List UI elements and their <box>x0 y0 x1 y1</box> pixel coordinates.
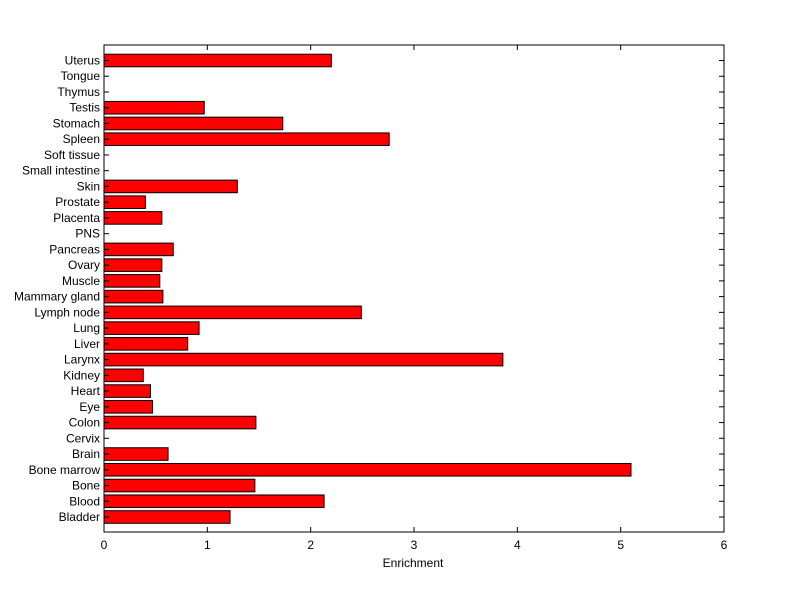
y-tick-label-tongue: Tongue <box>61 69 101 83</box>
bar-colon <box>103 415 257 430</box>
bar-bladder <box>103 510 231 524</box>
x-tick-label-0: 0 <box>101 538 108 552</box>
bar-pancreas <box>103 242 174 257</box>
bar-larynx <box>103 352 504 367</box>
bar-brain <box>103 447 169 461</box>
y-tick-label-prostate: Prostate <box>55 195 100 209</box>
x-tick-label-4: 4 <box>514 538 521 552</box>
y-tick-label-bone: Bone <box>72 479 100 493</box>
bar-ovary <box>103 258 163 272</box>
y-tick-label-bladder: Bladder <box>59 510 100 524</box>
y-tick-label-blood: Blood <box>69 494 100 508</box>
y-tick-label-larynx: Larynx <box>64 353 100 367</box>
bar-testis <box>103 100 205 115</box>
y-tick-label-mammary-gland: Mammary gland <box>14 290 100 304</box>
bar-blood <box>103 494 325 509</box>
x-tick-label-1: 1 <box>204 538 211 552</box>
bar-bone-marrow <box>103 462 632 477</box>
y-tick-label-muscle: Muscle <box>62 274 100 288</box>
bar-lung <box>103 321 200 335</box>
y-tick-label-kidney: Kidney <box>63 368 100 382</box>
bar-muscle <box>103 274 161 288</box>
y-tick-label-brain: Brain <box>72 447 100 461</box>
y-tick-label-heart: Heart <box>71 384 101 398</box>
bar-skin <box>103 179 238 194</box>
bar-mammary-gland <box>103 289 164 304</box>
y-tick-label-skin: Skin <box>77 179 100 193</box>
bar-heart <box>103 384 151 398</box>
y-tick-label-spleen: Spleen <box>63 132 100 146</box>
x-tick-label-5: 5 <box>617 538 624 552</box>
y-tick-label-ovary: Ovary <box>68 258 100 272</box>
bar-liver <box>103 337 189 351</box>
bar-lymph-node <box>103 305 362 320</box>
y-tick-label-colon: Colon <box>69 416 100 430</box>
x-tick-label-2: 2 <box>307 538 314 552</box>
bar-prostate <box>103 195 146 209</box>
y-tick-label-small-intestine: Small intestine <box>22 164 100 178</box>
y-tick-label-eye: Eye <box>79 400 100 414</box>
y-tick-label-thymus: Thymus <box>57 85 100 99</box>
x-axis-title: Enrichment <box>383 556 444 570</box>
y-tick-label-testis: Testis <box>69 101 100 115</box>
y-tick-label-bone-marrow: Bone marrow <box>29 463 101 477</box>
x-tick-label-6: 6 <box>721 538 728 552</box>
x-tick-label-3: 3 <box>411 538 418 552</box>
y-tick-label-soft-tissue: Soft tissue <box>44 148 100 162</box>
bar-spleen <box>103 132 390 147</box>
y-tick-label-pns: PNS <box>75 227 100 241</box>
y-tick-label-uterus: Uterus <box>65 54 100 68</box>
y-tick-label-pancreas: Pancreas <box>49 242 100 256</box>
bar-stomach <box>103 116 284 131</box>
y-tick-label-stomach: Stomach <box>53 116 100 130</box>
y-tick-label-lymph-node: Lymph node <box>34 305 100 319</box>
x-axis: 0 1 2 3 4 5 6 <box>101 45 728 552</box>
bar-kidney <box>103 368 144 383</box>
y-tick-label-liver: Liver <box>74 337 100 351</box>
bar-eye <box>103 400 154 414</box>
bar-placenta <box>103 211 163 225</box>
bar-uterus <box>103 53 332 68</box>
y-tick-label-cervix: Cervix <box>66 431 100 445</box>
y-tick-label-placenta: Placenta <box>53 211 100 225</box>
bar-bone <box>103 478 256 493</box>
y-tick-label-lung: Lung <box>73 321 100 335</box>
